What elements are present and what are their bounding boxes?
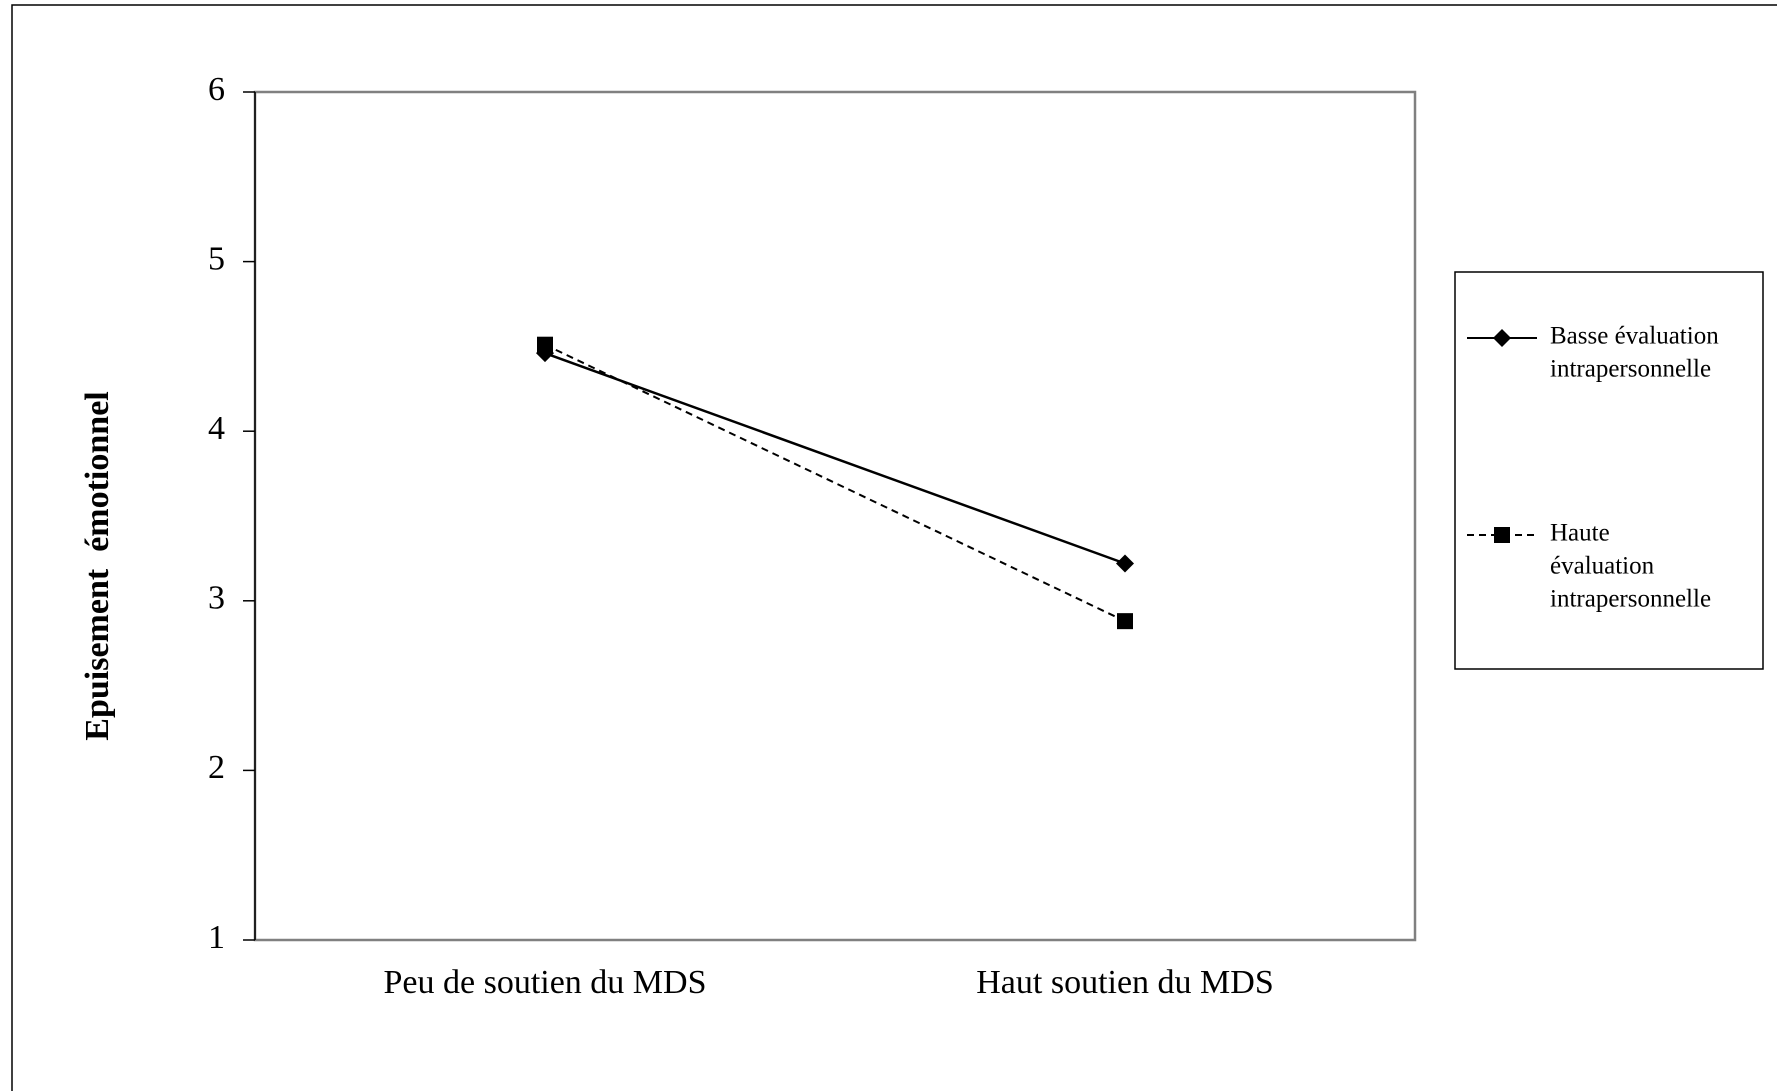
y-tick-label: 3 (208, 580, 225, 617)
data-point (1117, 613, 1133, 629)
y-axis-label: Epuisement émotionnel (79, 391, 116, 740)
y-tick-label: 2 (208, 749, 225, 786)
legend-label: intrapersonnelle (1550, 356, 1711, 383)
y-tick-label: 5 (208, 240, 225, 277)
legend-label: Basse évaluation (1550, 323, 1719, 350)
x-category-label: Haut soutien du MDS (976, 964, 1274, 1001)
y-tick-label: 4 (208, 410, 225, 447)
x-category-label: Peu de soutien du MDS (384, 964, 707, 1001)
legend-label: intrapersonnelle (1550, 586, 1711, 613)
legend-label: évaluation (1550, 553, 1655, 580)
y-tick-label: 1 (208, 919, 225, 956)
legend: Basse évaluation intrapersonnelle Haute éva… (1455, 272, 1763, 669)
legend-swatch-marker (1494, 527, 1510, 543)
y-tick-label: 6 (208, 71, 225, 108)
legend-label: Haute (1550, 520, 1610, 547)
